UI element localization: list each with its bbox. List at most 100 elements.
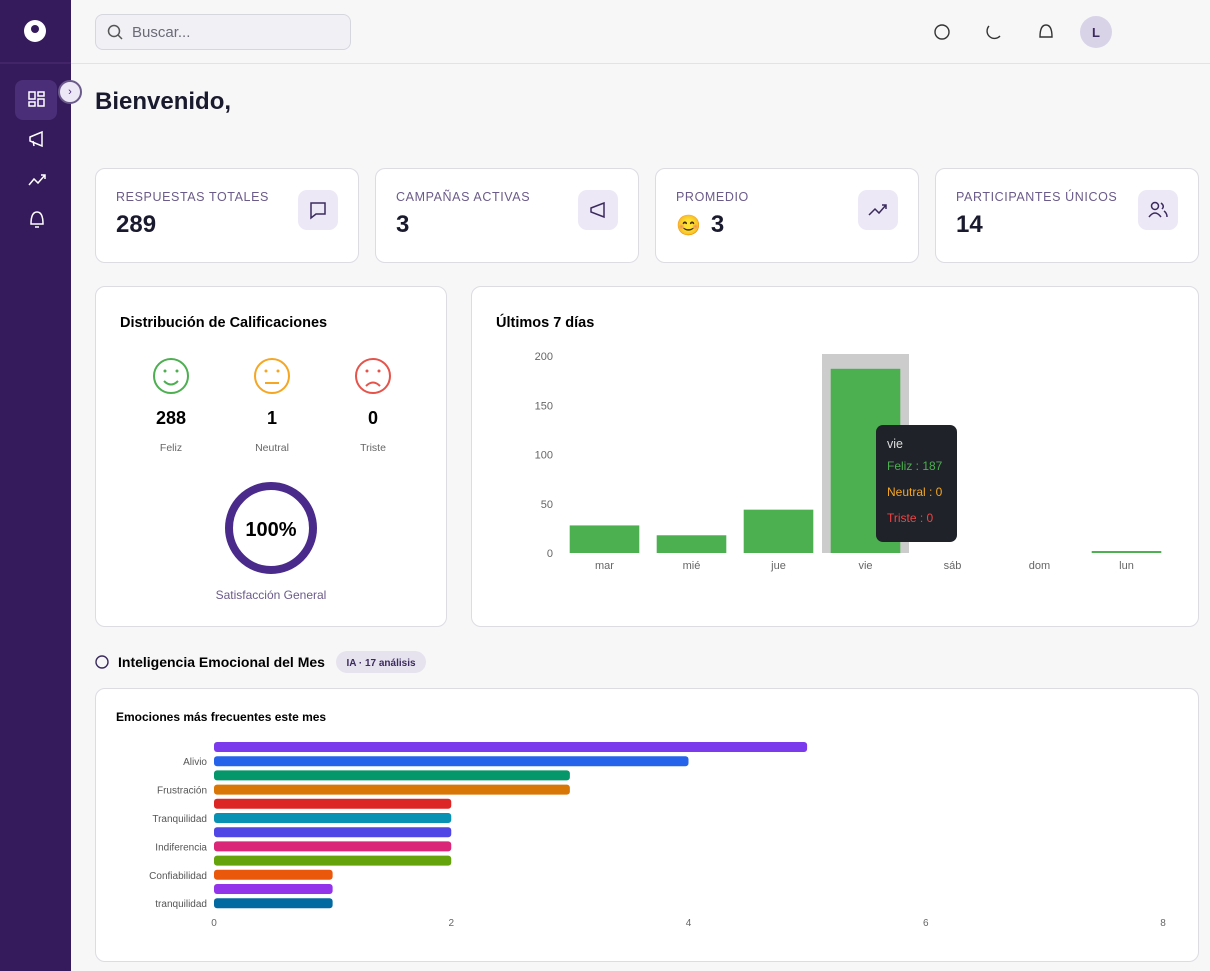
topbar: Buscar... L: [71, 0, 1210, 64]
theme-icon[interactable]: [986, 25, 1001, 40]
nav-active[interactable]: [15, 80, 57, 120]
stat-card: PROMEDIO 😊 3: [655, 168, 919, 263]
bell-icon[interactable]: [1039, 24, 1053, 38]
face-mouth: [163, 380, 179, 386]
x-tick-label: dom: [1029, 560, 1050, 572]
rating-label: Neutral: [255, 442, 289, 454]
stat-label: PROMEDIO: [676, 190, 749, 204]
help-icon[interactable]: [934, 24, 950, 40]
section-header: Inteligencia Emocional del Mes IA · 17 a…: [95, 651, 426, 673]
stat-card: PARTICIPANTES ÚNICOS 14: [935, 168, 1199, 263]
face: [355, 358, 391, 394]
bar: [214, 813, 452, 823]
stat-label: RESPUESTAS TOTALES: [116, 190, 269, 204]
collapse-button[interactable]: ›: [58, 80, 82, 104]
avatar-initial: L: [1092, 25, 1100, 40]
y-tick-label: Tranquilidad: [152, 814, 207, 825]
y-tick-label: 50: [541, 499, 553, 511]
x-tick-label: 8: [1160, 918, 1166, 929]
face-eye: [175, 369, 179, 373]
section-title: Inteligencia Emocional del Mes: [118, 654, 325, 670]
stat-value: 14: [956, 211, 983, 238]
emotions-chart: Emociones más frecuentes este mes 0 2 4 6 8 A…: [116, 710, 1166, 929]
stat-icon: [298, 190, 338, 230]
tooltip-row: Neutral : 0: [887, 485, 943, 499]
tooltip-title: vie: [887, 437, 903, 451]
face-mouth: [365, 381, 381, 387]
x-tick-label: mar: [595, 560, 614, 572]
x-tick-label: 6: [923, 918, 929, 929]
face-eye: [264, 369, 268, 373]
bar: [214, 884, 333, 894]
bar: [214, 898, 333, 909]
search-box[interactable]: Buscar...: [95, 14, 351, 50]
stat-card: RESPUESTAS TOTALES 289: [95, 168, 359, 263]
bar: [214, 798, 452, 809]
nav-dashboard[interactable]: [28, 91, 45, 107]
y-tick-label: Confiabilidad: [149, 871, 207, 882]
bar: [214, 770, 570, 781]
distribution: Distribución de Calificaciones 100% Sati…: [120, 315, 391, 602]
face-eye: [365, 369, 369, 373]
y-tick-label: tranquilidad: [155, 899, 207, 910]
rating-count: 288: [156, 408, 186, 428]
bar: [214, 827, 452, 838]
chart-title: Últimos 7 días: [496, 313, 594, 331]
section-icon: [95, 655, 109, 669]
rating-count: 1: [267, 408, 277, 428]
nav-campaigns[interactable]: [29, 130, 43, 148]
bar: [214, 855, 452, 866]
tooltip-row: Feliz : 187: [887, 459, 943, 473]
nav-alerts[interactable]: [30, 211, 44, 228]
chart-card: Últimos 7 días 0 50 100 150 200 mar mié jue vie s…: [471, 286, 1199, 627]
avatar[interactable]: [1080, 16, 1112, 48]
nav-trends[interactable]: [28, 174, 46, 186]
stat-label: CAMPAÑAS ACTIVAS: [396, 190, 531, 204]
card-title: Distribución de Calificaciones: [120, 315, 327, 331]
stat-icon: [578, 190, 618, 230]
bar: [656, 535, 727, 553]
stat-value: 289: [116, 211, 157, 238]
satisfaction-value: 100%: [245, 519, 296, 541]
y-tick-label: Alivio: [183, 757, 207, 768]
stat-value: 3: [396, 211, 410, 238]
greeting: Bienvenido,: [95, 88, 232, 115]
daily-chart: Últimos 7 días 0 50 100 150 200 mar mié jue vie s…: [496, 313, 1162, 572]
bar: [214, 756, 689, 767]
rating-label: Feliz: [160, 442, 182, 454]
search-placeholder: Buscar...: [132, 24, 191, 41]
face-eye: [163, 369, 167, 373]
rating-count: 0: [368, 408, 378, 428]
bar: [1091, 551, 1162, 553]
stat-icon: [858, 190, 898, 230]
badge-text: IA · 17 análisis: [346, 658, 416, 669]
x-tick-label: mié: [683, 560, 701, 572]
bar: [743, 509, 814, 553]
stat-label: PARTICIPANTES ÚNICOS: [956, 190, 1118, 204]
satisfaction-label: Satisfacción General: [216, 588, 327, 602]
bar: [214, 841, 452, 852]
stat-card: CAMPAÑAS ACTIVAS 3: [375, 168, 639, 263]
badge: [336, 651, 426, 673]
gauge: [225, 482, 317, 574]
y-tick-label: Frustración: [157, 786, 207, 797]
sidebar-icons: [0, 20, 71, 228]
y-tick-label: 100: [535, 450, 553, 462]
stat-emoji: 😊: [676, 214, 701, 237]
y-tick-label: Indiferencia: [155, 842, 207, 853]
emotions-card: Emociones más frecuentes este mes 0 2 4 6 8 A…: [95, 688, 1199, 962]
stat-icon: [1138, 190, 1178, 230]
x-tick-label: sáb: [944, 560, 962, 572]
stat-value-row: 😊 3: [676, 211, 724, 239]
x-tick-label: vie: [858, 560, 872, 572]
logo-hole: [31, 25, 39, 33]
y-tick-label: 150: [535, 400, 553, 412]
x-tick-label: lun: [1119, 560, 1134, 572]
tooltip: [876, 425, 957, 542]
x-tick-label: jue: [770, 560, 786, 572]
chart-title: Emociones más frecuentes este mes: [116, 710, 326, 724]
y-tick-label: 0: [547, 548, 553, 560]
y-tick-label: 200: [535, 351, 553, 363]
sidebar: [0, 0, 71, 971]
bar: [569, 525, 640, 553]
